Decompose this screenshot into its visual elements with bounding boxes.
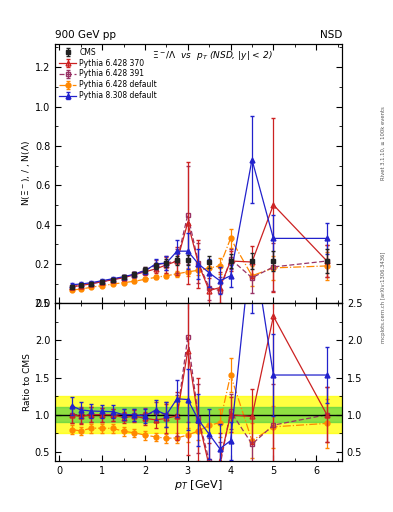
Y-axis label: N($\Xi^-$), / , N($\Lambda$): N($\Xi^-$), / , N($\Lambda$) <box>20 140 32 206</box>
X-axis label: $p_T$ [GeV]: $p_T$ [GeV] <box>174 478 223 493</box>
Text: NSD: NSD <box>320 30 342 40</box>
Bar <box>55 408 342 422</box>
Text: $\Xi^-/\Lambda$  vs  $p_T$ (NSD, |y| < 2): $\Xi^-/\Lambda$ vs $p_T$ (NSD, |y| < 2) <box>152 49 273 62</box>
Text: 900 GeV pp: 900 GeV pp <box>55 30 116 40</box>
Legend: CMS, Pythia 6.428 370, Pythia 6.428 391, Pythia 6.428 default, Pythia 8.308 defa: CMS, Pythia 6.428 370, Pythia 6.428 391,… <box>58 46 158 102</box>
Text: mcplots.cern.ch [arXiv:1306.3436]: mcplots.cern.ch [arXiv:1306.3436] <box>381 251 386 343</box>
Text: Rivet 3.1.10, ≥ 100k events: Rivet 3.1.10, ≥ 100k events <box>381 106 386 180</box>
Y-axis label: Ratio to CMS: Ratio to CMS <box>23 353 32 411</box>
Bar <box>55 396 342 433</box>
